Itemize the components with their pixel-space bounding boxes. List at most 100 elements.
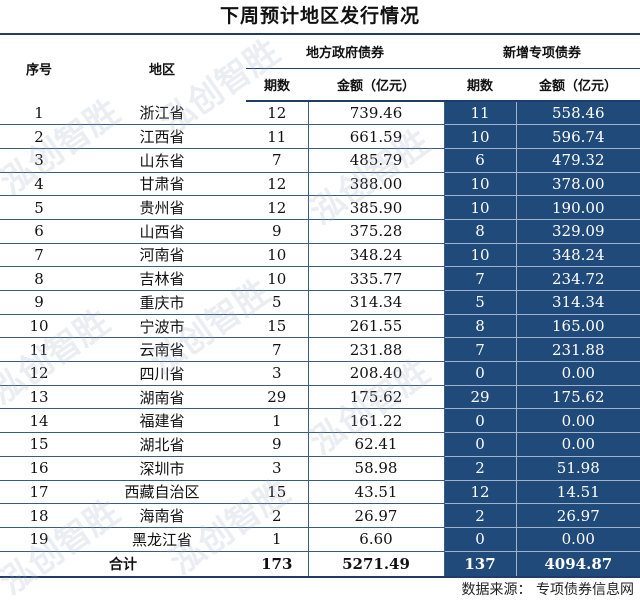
cell-special-amount: 51.98 (516, 456, 640, 481)
cell-index: 4 (0, 172, 78, 197)
cell-special-periods: 10 (444, 124, 517, 149)
cell-index: 5 (0, 195, 78, 220)
cell-local-amount: 661.59 (308, 124, 445, 149)
cell-special-amount: 348.24 (516, 243, 640, 268)
cell-index: 3 (0, 148, 78, 173)
cell-region: 黑龙江省 (78, 527, 246, 552)
cell-index: 13 (0, 385, 78, 410)
cell-local-amount: 161.22 (308, 408, 445, 434)
header-local-bonds: 地方政府债券 (246, 33, 445, 69)
cell-special-periods: 0 (444, 527, 517, 552)
cell-local-amount: 26.97 (308, 503, 445, 528)
total-local-amount: 5271.49 (308, 551, 445, 579)
cell-special-periods: 0 (444, 408, 517, 434)
total-row: 合计 173 5271.49 137 4094.87 (0, 551, 640, 579)
header-special-periods: 期数 (444, 68, 517, 102)
cell-special-periods: 5 (444, 290, 517, 315)
cell-local-amount: 335.77 (308, 266, 445, 291)
cell-special-periods: 2 (444, 456, 517, 481)
table-row: 1 浙江省 12 739.46 11 558.46 (0, 101, 640, 126)
cell-index: 12 (0, 361, 78, 386)
cell-special-amount: 558.46 (516, 101, 640, 126)
cell-region: 河南省 (78, 243, 246, 268)
table-row: 17 西藏自治区 15 43.51 12 14.51 (0, 480, 640, 505)
cell-local-amount: 231.88 (308, 337, 445, 363)
table-row: 16 深圳市 3 58.98 2 51.98 (0, 456, 640, 481)
cell-region: 重庆市 (78, 290, 246, 315)
total-label: 合计 (0, 551, 246, 579)
cell-region: 深圳市 (78, 456, 246, 481)
cell-local-amount: 348.24 (308, 243, 445, 268)
cell-special-periods: 10 (444, 195, 517, 220)
header-special-bonds: 新增专项债券 (444, 33, 640, 69)
cell-special-periods: 0 (444, 432, 517, 457)
cell-special-periods: 29 (444, 385, 517, 410)
table-row: 5 贵州省 12 385.90 10 190.00 (0, 195, 640, 220)
cell-local-periods: 7 (246, 337, 309, 363)
issuance-table: 序号 地区 地方政府债券 新增专项债券 期数 金额（亿元） 期数 金额（亿元） … (0, 33, 640, 579)
header-local-amount: 金额（亿元） (308, 68, 445, 102)
total-special-amount: 4094.87 (516, 551, 640, 579)
table-title: 下周预计地区发行情况 (219, 5, 420, 27)
cell-special-amount: 0.00 (516, 361, 640, 386)
cell-index: 17 (0, 480, 78, 505)
cell-special-amount: 314.34 (516, 290, 640, 315)
total-local-periods: 173 (246, 551, 309, 579)
cell-local-amount: 43.51 (308, 480, 445, 505)
cell-special-periods: 10 (444, 172, 517, 197)
cell-local-amount: 375.28 (308, 219, 445, 244)
table-row: 11 云南省 7 231.88 7 231.88 (0, 337, 640, 363)
cell-index: 6 (0, 219, 78, 244)
cell-special-periods: 2 (444, 503, 517, 528)
cell-special-periods: 11 (444, 101, 517, 126)
cell-local-amount: 58.98 (308, 456, 445, 481)
cell-region: 四川省 (78, 361, 246, 386)
cell-special-amount: 0.00 (516, 432, 640, 457)
cell-local-periods: 11 (246, 124, 309, 149)
cell-region: 山东省 (78, 148, 246, 173)
cell-special-amount: 175.62 (516, 385, 640, 410)
cell-index: 18 (0, 503, 78, 528)
cell-local-periods: 1 (246, 408, 309, 434)
table-row: 13 湖南省 29 175.62 29 175.62 (0, 385, 640, 410)
cell-local-amount: 175.62 (308, 385, 445, 410)
cell-special-periods: 8 (444, 314, 517, 339)
cell-region: 贵州省 (78, 195, 246, 220)
cell-index: 15 (0, 432, 78, 457)
cell-local-amount: 739.46 (308, 101, 445, 126)
cell-local-periods: 12 (246, 172, 309, 197)
total-special-periods: 137 (444, 551, 517, 579)
header-local-periods: 期数 (246, 68, 308, 102)
cell-local-periods: 10 (246, 266, 309, 291)
cell-index: 10 (0, 314, 78, 339)
cell-special-amount: 165.00 (516, 314, 640, 339)
cell-region: 浙江省 (78, 101, 246, 126)
cell-local-periods: 9 (246, 219, 309, 244)
cell-special-periods: 6 (444, 148, 517, 173)
cell-special-amount: 14.51 (516, 480, 640, 505)
cell-region: 云南省 (78, 337, 246, 363)
cell-special-amount: 190.00 (516, 195, 640, 220)
cell-region: 湖南省 (78, 385, 246, 410)
cell-local-periods: 3 (246, 456, 309, 481)
data-source-note: 数据来源： 专项债券信息网 (461, 582, 634, 598)
cell-special-amount: 0.00 (516, 408, 640, 434)
cell-special-amount: 0.00 (516, 527, 640, 552)
cell-local-periods: 1 (246, 527, 309, 552)
cell-special-amount: 26.97 (516, 503, 640, 528)
cell-index: 19 (0, 527, 78, 552)
cell-region: 西藏自治区 (78, 480, 246, 505)
table-row: 9 重庆市 5 314.34 5 314.34 (0, 290, 640, 315)
header-region: 地区 (78, 33, 246, 101)
cell-region: 福建省 (78, 408, 246, 434)
cell-local-amount: 6.60 (308, 527, 445, 552)
cell-local-amount: 485.79 (308, 148, 445, 173)
table-row: 10 宁波市 15 261.55 8 165.00 (0, 314, 640, 339)
cell-local-amount: 208.40 (308, 361, 445, 386)
table-row: 12 四川省 3 208.40 0 0.00 (0, 361, 640, 386)
cell-local-amount: 261.55 (308, 314, 445, 339)
cell-region: 甘肃省 (78, 172, 246, 197)
cell-special-amount: 596.74 (516, 124, 640, 149)
table-row: 15 湖北省 9 62.41 0 0.00 (0, 432, 640, 457)
cell-local-periods: 29 (246, 385, 309, 410)
